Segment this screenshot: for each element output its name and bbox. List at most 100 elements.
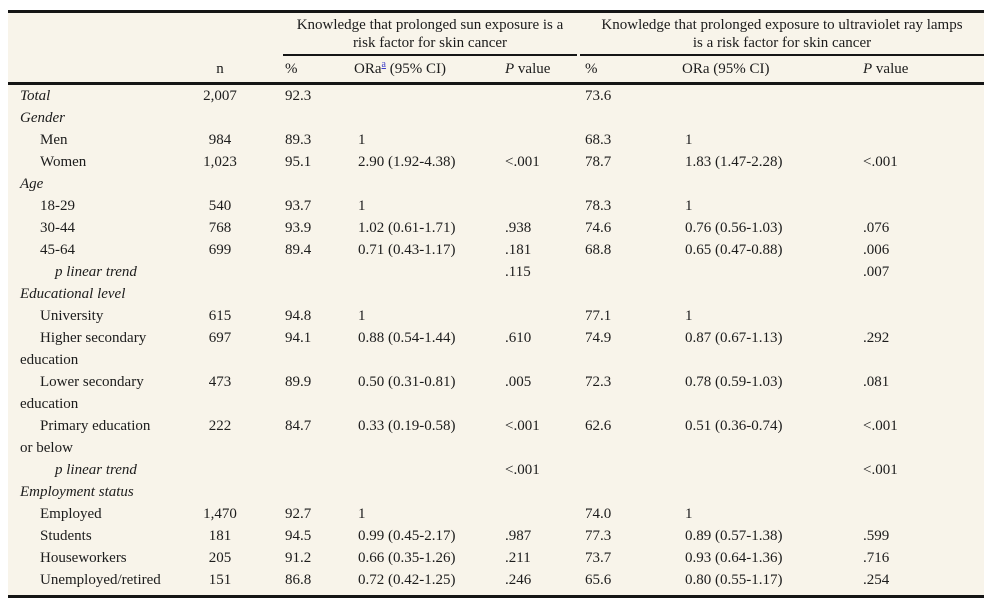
table-row: 45-64 699 89.4 0.71 (0.43-1.17) .181 68.… [8, 239, 984, 261]
table-row: Students 181 94.5 0.99 (0.45-2.17) .987 … [8, 525, 984, 547]
cell-pvalue-sun [497, 195, 577, 217]
table-row: 18-29 540 93.7 1 78.3 1 [8, 195, 984, 217]
row-label-cell: p linear trend [8, 261, 185, 283]
cell-or-uv: 0.65 (0.47-0.88) [685, 242, 783, 258]
cell-or-sun: 0.99 (0.45-2.17) [358, 528, 456, 544]
row-label-cell: Higher secondary education [8, 327, 185, 371]
footnote-a-link[interactable]: a [381, 59, 386, 70]
row-label-cell: Total [8, 84, 185, 108]
cell-pct-sun [255, 481, 350, 503]
cell-or-sun [350, 261, 497, 283]
table-row: Men 984 89.3 1 68.3 1 [8, 129, 984, 151]
cell-pvalue-sun: <.001 [505, 418, 540, 434]
table-row: Employment status [8, 481, 984, 503]
cell-pct-sun: 84.7 [285, 418, 312, 434]
cell-pct-uv [577, 173, 660, 195]
row-label-cell: Women [8, 151, 185, 173]
group-header-uv-lamps: Knowledge that prolonged exposure to ult… [577, 13, 984, 56]
cell-n [185, 283, 255, 305]
or-ci-label: (95% CI) [385, 61, 446, 77]
cell-or-sun: 1 [358, 308, 366, 324]
table-row: p linear trend <.001 <.001 [8, 459, 984, 481]
cell-pvalue-uv: .006 [863, 242, 890, 258]
or-label: ORa [354, 61, 382, 77]
cell-n: 697 [208, 330, 232, 346]
cell-pvalue-sun [497, 107, 577, 129]
row-label: Age [20, 176, 44, 192]
cell-or-uv [660, 261, 855, 283]
column-header-pct-2: % [577, 56, 660, 85]
cell-pvalue-sun [497, 129, 577, 151]
cell-n [185, 107, 255, 129]
cell-n: 222 [208, 418, 232, 434]
row-label-continuation: education [20, 396, 79, 412]
odds-ratio-table: Knowledge that prolonged sun exposure is… [8, 13, 984, 591]
cell-pvalue-sun: .246 [505, 572, 532, 588]
cell-or-uv: 0.80 (0.55-1.17) [685, 572, 783, 588]
cell-n: 768 [208, 220, 232, 236]
cell-n: 473 [208, 374, 232, 390]
cell-pvalue-sun: <.001 [505, 154, 540, 170]
cell-or-sun: 0.33 (0.19-0.58) [358, 418, 456, 434]
cell-pvalue-uv [855, 503, 984, 525]
cell-or-sun [350, 459, 497, 481]
group2-line1: Knowledge that prolonged exposure to ult… [601, 17, 963, 33]
row-label: 30-44 [40, 220, 75, 236]
cell-pct-uv: 65.6 [585, 572, 612, 588]
cell-pct-sun: 95.1 [285, 154, 312, 170]
cell-pvalue-sun: .115 [505, 264, 531, 280]
cell-pct-uv: 77.1 [585, 308, 612, 324]
row-label: Primary education [40, 418, 151, 434]
row-label-cell: 45-64 [8, 239, 185, 261]
cell-pvalue-sun [497, 305, 577, 327]
row-label: 45-64 [40, 242, 75, 258]
cell-or-sun: 1.02 (0.61-1.71) [358, 220, 456, 236]
cell-pvalue-uv: <.001 [863, 462, 898, 478]
cell-or-uv: 1.83 (1.47-2.28) [685, 154, 783, 170]
row-label-cell: Gender [8, 107, 185, 129]
group1-line2: risk factor for skin cancer [352, 35, 508, 51]
cell-pct-uv: 77.3 [585, 528, 612, 544]
row-label: Gender [20, 110, 65, 126]
cell-or-uv: 1 [685, 308, 693, 324]
cell-pct-uv [577, 261, 660, 283]
cell-pct-sun: 89.3 [285, 132, 312, 148]
cell-pvalue-uv [855, 195, 984, 217]
row-label-cell: Employment status [8, 481, 185, 503]
row-label: p linear trend [55, 264, 137, 280]
cell-n: 699 [208, 242, 232, 258]
cell-pct-sun [255, 283, 350, 305]
cell-pct-sun: 93.7 [285, 198, 312, 214]
cell-pvalue-uv: .007 [863, 264, 890, 280]
column-header-row: n % ORaa (95% CI) P value % ORa (95% CI)… [8, 56, 984, 85]
row-label-cell: Students [8, 525, 185, 547]
row-label: Employment status [20, 484, 134, 500]
cell-pvalue-sun: .005 [505, 374, 532, 390]
cell-pct-uv: 74.0 [585, 506, 612, 522]
cell-or-uv [660, 283, 855, 305]
cell-pct-sun [255, 261, 350, 283]
cell-n [185, 459, 255, 481]
p-letter: P [505, 61, 515, 77]
row-label-cell: Employed [8, 503, 185, 525]
row-label: Students [40, 528, 92, 544]
cell-pct-sun: 94.8 [285, 308, 312, 324]
row-label: p linear trend [55, 462, 137, 478]
table-row: p linear trend .115 .007 [8, 261, 984, 283]
row-label-cell: Primary education or below [8, 415, 185, 459]
p-word: value [872, 61, 909, 77]
p-letter: P [863, 61, 873, 77]
p-word: value [514, 61, 551, 77]
group-header-row: Knowledge that prolonged sun exposure is… [8, 13, 984, 56]
cell-pct-sun: 89.9 [285, 374, 312, 390]
cell-or-sun: 1 [358, 198, 366, 214]
table-row: University 615 94.8 1 77.1 1 [8, 305, 984, 327]
cell-or-uv: 0.87 (0.67-1.13) [685, 330, 783, 346]
cell-pct-uv: 78.7 [585, 154, 612, 170]
cell-pvalue-uv [855, 84, 984, 108]
column-header-or-1: ORaa (95% CI) [350, 56, 497, 85]
cell-or-uv: 0.89 (0.57-1.38) [685, 528, 783, 544]
table-row: Houseworkers 205 91.2 0.66 (0.35-1.26) .… [8, 547, 984, 569]
table-row: Women 1,023 95.1 2.90 (1.92-4.38) <.001 … [8, 151, 984, 173]
